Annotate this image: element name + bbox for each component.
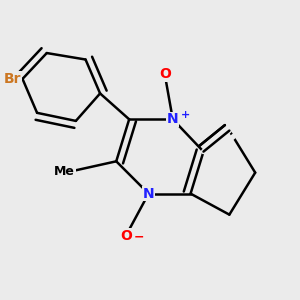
Text: Br: Br <box>4 72 22 86</box>
Text: Me: Me <box>54 164 75 178</box>
Text: N: N <box>167 112 178 126</box>
Text: +: + <box>181 110 190 120</box>
Text: O: O <box>159 67 171 81</box>
Text: −: − <box>134 231 144 244</box>
Text: N: N <box>143 187 154 201</box>
Text: O: O <box>120 229 132 243</box>
